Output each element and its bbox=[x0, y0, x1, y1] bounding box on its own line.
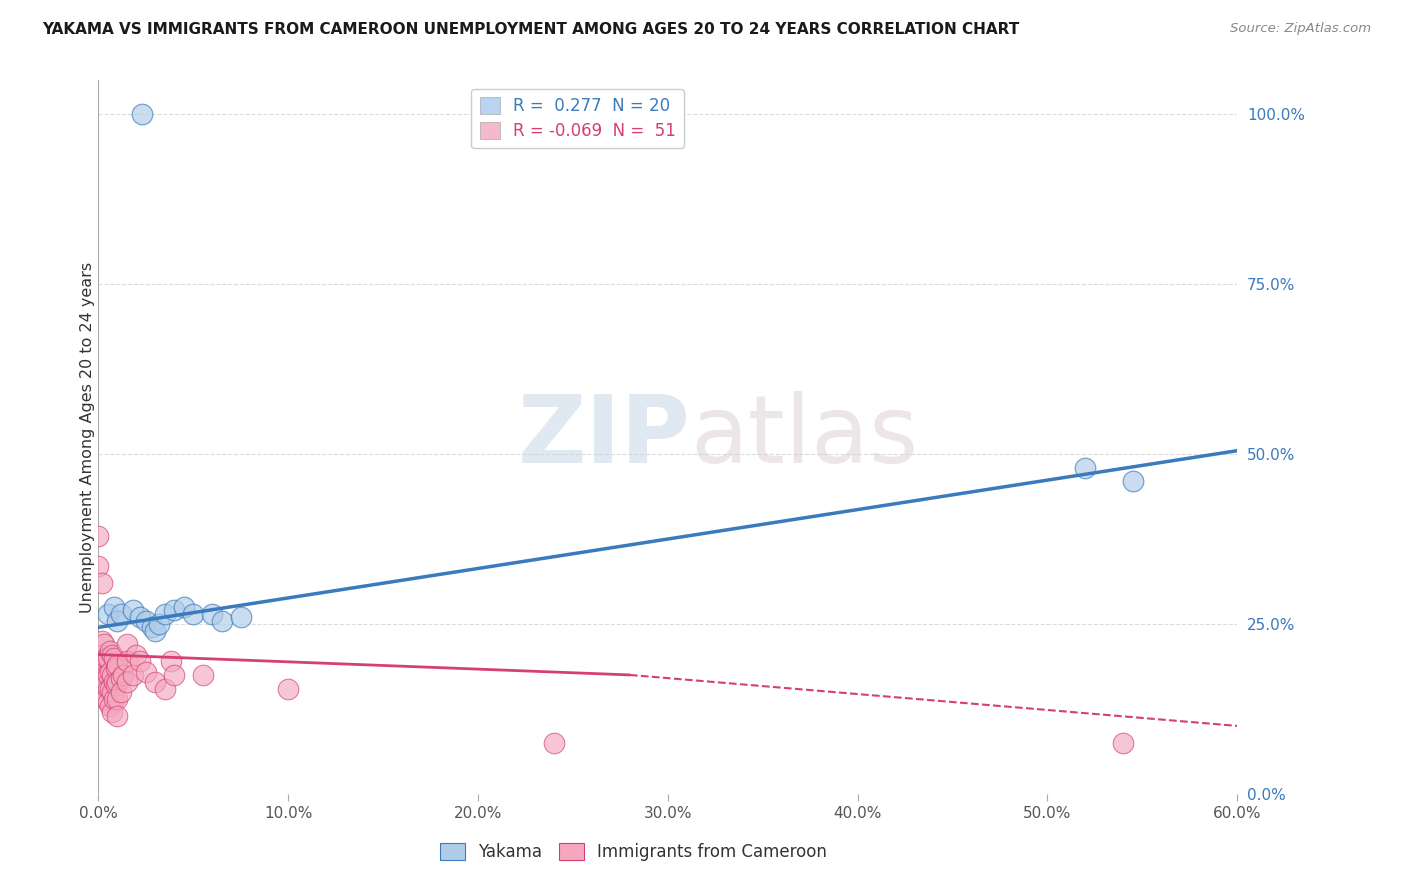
Point bbox=[94, 651, 117, 665]
Point bbox=[1122, 475, 1144, 489]
Legend: Yakama, Immigrants from Cameroon: Yakama, Immigrants from Cameroon bbox=[433, 836, 834, 868]
Point bbox=[87, 528, 110, 542]
Point bbox=[115, 637, 138, 651]
Point bbox=[107, 691, 129, 706]
Point bbox=[135, 665, 157, 679]
Point bbox=[100, 668, 122, 682]
Point bbox=[103, 651, 125, 665]
Point bbox=[141, 620, 163, 634]
Point bbox=[121, 668, 143, 682]
Point bbox=[1074, 460, 1097, 475]
Point bbox=[103, 691, 125, 706]
Text: atlas: atlas bbox=[690, 391, 920, 483]
Point bbox=[277, 681, 299, 696]
Point bbox=[145, 674, 167, 689]
Point bbox=[91, 576, 114, 591]
Point bbox=[97, 681, 120, 696]
Point bbox=[163, 603, 186, 617]
Point bbox=[145, 624, 167, 638]
Point bbox=[211, 614, 233, 628]
Point bbox=[135, 614, 157, 628]
Point bbox=[91, 634, 114, 648]
Point bbox=[94, 678, 117, 692]
Point bbox=[115, 654, 138, 668]
Point bbox=[93, 661, 115, 675]
Point bbox=[100, 706, 122, 720]
Point bbox=[104, 661, 127, 675]
Point bbox=[148, 617, 170, 632]
Point bbox=[93, 637, 115, 651]
Point bbox=[98, 644, 121, 658]
Point bbox=[129, 610, 152, 624]
Point bbox=[98, 681, 121, 696]
Point bbox=[97, 651, 120, 665]
Point bbox=[97, 668, 120, 682]
Point bbox=[229, 610, 252, 624]
Point bbox=[173, 599, 195, 614]
Point bbox=[107, 614, 129, 628]
Point bbox=[191, 668, 214, 682]
Point bbox=[183, 607, 205, 621]
Point bbox=[153, 681, 176, 696]
Point bbox=[97, 607, 120, 621]
Point bbox=[98, 665, 121, 679]
Point bbox=[153, 607, 176, 621]
Text: Source: ZipAtlas.com: Source: ZipAtlas.com bbox=[1230, 22, 1371, 36]
Point bbox=[104, 678, 127, 692]
Point bbox=[103, 674, 125, 689]
Point bbox=[94, 691, 117, 706]
Point bbox=[163, 668, 186, 682]
Point bbox=[125, 648, 148, 662]
Point bbox=[159, 654, 181, 668]
Point bbox=[110, 685, 132, 699]
Point bbox=[93, 654, 115, 668]
Point bbox=[129, 654, 152, 668]
Point bbox=[107, 674, 129, 689]
Point bbox=[201, 607, 224, 621]
Point bbox=[103, 599, 125, 614]
Y-axis label: Unemployment Among Ages 20 to 24 years: Unemployment Among Ages 20 to 24 years bbox=[80, 261, 94, 613]
Point bbox=[543, 736, 565, 750]
Point bbox=[100, 648, 122, 662]
Text: YAKAMA VS IMMIGRANTS FROM CAMEROON UNEMPLOYMENT AMONG AGES 20 TO 24 YEARS CORREL: YAKAMA VS IMMIGRANTS FROM CAMEROON UNEMP… bbox=[42, 22, 1019, 37]
Point bbox=[110, 671, 132, 685]
Point bbox=[110, 607, 132, 621]
Point bbox=[107, 657, 129, 672]
Point bbox=[87, 559, 110, 574]
Point bbox=[131, 107, 153, 121]
Text: ZIP: ZIP bbox=[517, 391, 690, 483]
Point bbox=[1112, 736, 1135, 750]
Point bbox=[107, 708, 129, 723]
Point bbox=[115, 674, 138, 689]
Point bbox=[91, 648, 114, 662]
Point bbox=[112, 668, 135, 682]
Point bbox=[94, 668, 117, 682]
Point bbox=[121, 603, 143, 617]
Point bbox=[97, 695, 120, 709]
Point bbox=[100, 685, 122, 699]
Point bbox=[98, 698, 121, 713]
